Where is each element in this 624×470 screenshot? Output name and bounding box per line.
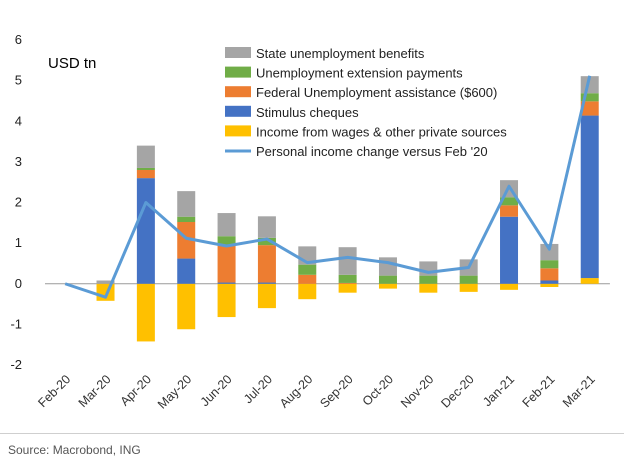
bar-segment <box>459 275 478 284</box>
bar-segment <box>136 170 155 179</box>
y-tick-label: 4 <box>15 113 22 128</box>
bar-segment <box>136 178 155 284</box>
bar-segment <box>540 283 559 287</box>
bar-segment <box>136 283 155 342</box>
bar-segment <box>580 93 599 102</box>
legend-entry: Stimulus cheques <box>256 105 359 120</box>
x-tick-label: Apr-20 <box>118 372 154 408</box>
bar-segment <box>217 213 236 237</box>
bar-segment <box>136 145 155 168</box>
y-tick-label: -2 <box>10 357 22 372</box>
bar-segment <box>177 191 196 217</box>
legend-entry: Federal Unemployment assistance ($600) <box>256 85 497 100</box>
bar-segment <box>177 222 196 259</box>
legend-entry: State unemployment benefits <box>256 46 425 61</box>
x-tick-label: Oct-20 <box>360 372 396 408</box>
footer-divider <box>0 433 624 434</box>
bar-segment <box>540 280 559 284</box>
x-tick-label: Feb-21 <box>520 372 558 410</box>
bar-segment <box>500 283 519 290</box>
bar-segment <box>338 247 357 275</box>
bar-segment <box>378 257 397 276</box>
x-tick-label: Dec-20 <box>438 372 476 410</box>
legend-entry: Personal income change versus Feb '20 <box>256 144 488 159</box>
bar-segment <box>338 283 357 293</box>
bar-segment <box>338 282 357 284</box>
bar-segment <box>580 101 599 116</box>
legend-swatch <box>225 86 251 98</box>
bar-segment <box>257 237 276 246</box>
legend-entry: Unemployment extension payments <box>256 66 463 81</box>
x-tick-label: Aug-20 <box>277 372 315 410</box>
bar-segment <box>136 167 155 170</box>
bar-segment <box>378 275 397 284</box>
bar-segment <box>540 243 559 261</box>
bar-segment <box>177 283 196 330</box>
bar-segment <box>580 278 599 284</box>
bar-segment <box>298 283 317 300</box>
x-tick-label: Mar-20 <box>76 372 114 410</box>
unit-label: USD tn <box>48 55 96 72</box>
bar-segment <box>580 115 599 279</box>
legend-swatch <box>225 125 251 137</box>
legend-swatch <box>225 105 251 117</box>
bar-segment <box>419 275 438 284</box>
legend-swatch <box>225 47 251 58</box>
y-tick-label: 0 <box>15 276 22 291</box>
bar-segment <box>419 283 438 293</box>
y-tick-label: 6 <box>15 32 22 47</box>
bar-segment <box>177 258 196 284</box>
x-tick-label: Nov-20 <box>398 372 436 410</box>
y-tick-label: 5 <box>15 73 22 88</box>
bar-segment <box>298 274 317 284</box>
bar-segment <box>217 283 236 318</box>
bar-segment <box>257 282 276 284</box>
bar-segment <box>500 205 519 217</box>
x-tick-label: Jan-21 <box>480 372 517 409</box>
y-tick-label: 1 <box>15 235 22 250</box>
y-tick-label: 2 <box>15 195 22 210</box>
bar-segment <box>338 274 357 283</box>
bar-segment <box>298 264 317 275</box>
x-tick-label: May-20 <box>155 372 194 411</box>
x-tick-label: Jun-20 <box>198 372 235 409</box>
legend-entry: Income from wages & other private source… <box>256 124 507 139</box>
chart-svg: -2 -1 0 1 2 3 4 5 6 Feb-20 Mar-20 Apr-20 May-20 Jun-2… <box>10 32 610 412</box>
bar-segment <box>257 216 276 238</box>
bar-segment <box>257 245 276 283</box>
source-note: Source: Macrobond, ING <box>8 443 141 457</box>
x-tick-label: Mar-21 <box>560 372 598 410</box>
x-tick-label: Jul-20 <box>241 372 275 406</box>
bar-segment <box>540 268 559 281</box>
bar-segment <box>217 282 236 284</box>
y-tick-label: -1 <box>10 316 22 331</box>
personal-income-line <box>64 75 592 299</box>
bar-segment <box>459 283 478 292</box>
bar-segment <box>217 236 236 246</box>
bar-segment <box>500 216 519 284</box>
bar-segment <box>96 280 115 284</box>
legend-swatch <box>225 66 251 78</box>
bar-segment <box>500 197 519 206</box>
x-tick-label: Sep-20 <box>317 372 355 410</box>
y-tick-label: 3 <box>15 154 22 169</box>
bar-segment <box>378 283 397 289</box>
bar-segment <box>217 245 236 283</box>
bar-segment <box>540 260 559 269</box>
bar-segment <box>177 216 196 222</box>
x-tick-label: Feb-20 <box>35 372 73 410</box>
bar-segment <box>257 283 276 309</box>
